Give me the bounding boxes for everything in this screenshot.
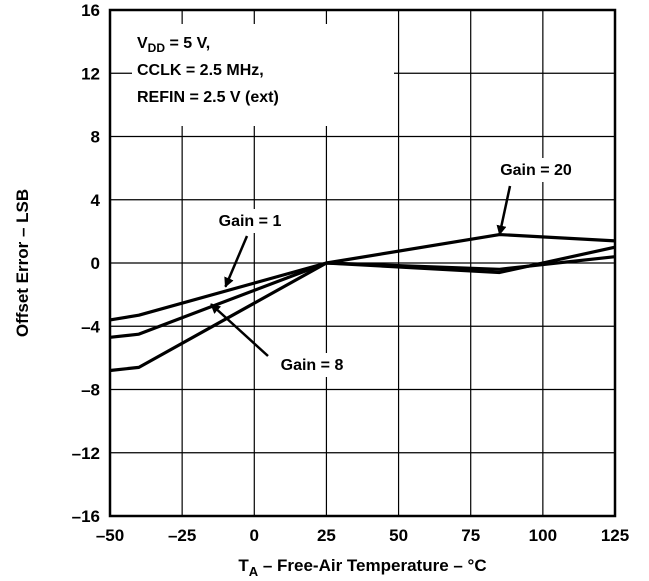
condition-rest: = 5 V, xyxy=(165,35,210,52)
condition-main: CCLK = 2.5 MHz, xyxy=(137,62,264,79)
annotation-label: Gain = 8 xyxy=(281,357,344,374)
x-tick-label: 100 xyxy=(529,526,557,545)
x-tick-label: 125 xyxy=(601,526,629,545)
y-tick-label: –16 xyxy=(72,507,100,526)
y-tick-label: –4 xyxy=(81,317,100,336)
conditions-box: VDD = 5 V, CCLK = 2.5 MHz, REFIN = 2.5 V (… xyxy=(132,24,394,126)
annotation-label: Gain = 20 xyxy=(500,162,572,179)
conditions-background xyxy=(132,24,394,126)
condition-main: REFIN = 2.5 V (ext) xyxy=(137,89,279,106)
y-tick-label: 0 xyxy=(91,254,100,273)
y-tick-label: 8 xyxy=(91,128,100,147)
y-tick-label: 4 xyxy=(91,191,101,210)
condition-line: REFIN = 2.5 V (ext) xyxy=(137,89,279,106)
x-tick-label: 75 xyxy=(461,526,480,545)
x-tick-label: –25 xyxy=(168,526,196,545)
x-axis-label: TA – Free-Air Temperature – °C xyxy=(238,556,486,579)
tick-labels: –50 –25 0 25 50 75 100 125 –16 –12 –8 –4 0 4 8 12 16 xyxy=(72,1,630,545)
y-tick-label: –8 xyxy=(81,381,100,400)
annotation-arrow xyxy=(224,235,249,288)
series-group xyxy=(109,232,616,373)
series-line-3 xyxy=(109,232,616,339)
annotations: Gain = 20 Gain = 1 Gain = 8 xyxy=(200,158,586,377)
annotation-background xyxy=(262,353,362,377)
annotation-background xyxy=(200,209,300,233)
x-tick-label: 50 xyxy=(389,526,408,545)
x-tick-label: 0 xyxy=(250,526,259,545)
y-tick-label: 16 xyxy=(81,1,100,20)
plot-frame xyxy=(108,8,617,518)
annotation-arrow xyxy=(496,185,512,236)
annotation-background xyxy=(486,158,586,182)
x-axis-label-main: T xyxy=(238,556,249,575)
y-axis-label: Offset Error – LSB xyxy=(13,189,32,337)
annotation-arrow xyxy=(210,303,269,357)
y-tick-label: 12 xyxy=(81,64,100,83)
y-tick-label: –12 xyxy=(72,444,100,463)
x-axis-label-sub: A xyxy=(249,564,259,579)
x-tick-label: –50 xyxy=(96,526,124,545)
annotation-label: Gain = 1 xyxy=(219,213,282,230)
condition-line: VDD = 5 V, xyxy=(137,35,210,55)
x-axis-label-rest: – Free-Air Temperature – °C xyxy=(258,556,487,575)
x-tick-label: 25 xyxy=(317,526,336,545)
condition-main: V xyxy=(137,35,148,52)
condition-line: CCLK = 2.5 MHz, xyxy=(137,62,264,79)
condition-sub: DD xyxy=(148,41,166,55)
